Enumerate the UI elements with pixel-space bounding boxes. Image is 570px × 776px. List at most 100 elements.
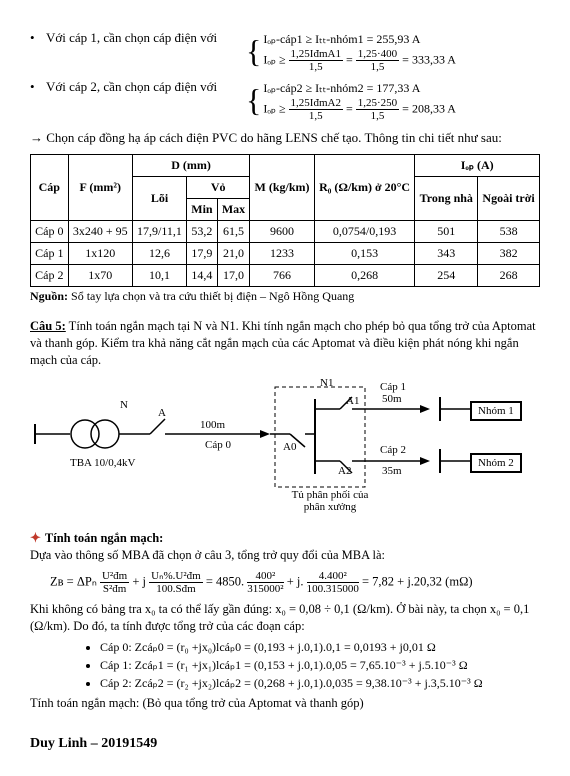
brace-icon: { bbox=[246, 88, 261, 114]
lbl-cap2len: 35m bbox=[382, 465, 402, 477]
table-cell: 12,6 bbox=[132, 243, 186, 265]
plusj2: + j. bbox=[287, 574, 304, 588]
table-cell: 9600 bbox=[250, 221, 314, 243]
b2-line1: Iₒₚ-cáp2 ≥ Iₜₜ-nhóm2 = 177,33 A bbox=[263, 79, 456, 97]
source-text: Sổ tay lựa chọn và tra cứu thiết bị điện… bbox=[68, 289, 354, 303]
f-num: 4.400² bbox=[307, 570, 359, 583]
th-f: F (mm²) bbox=[68, 155, 132, 221]
lbl-tba: TBA 10/0,4kV bbox=[70, 457, 135, 469]
table-cell: 254 bbox=[415, 265, 478, 287]
calc-tail: Tính toán ngắn mạch: (Bỏ qua tổng trở củ… bbox=[30, 695, 540, 712]
bullet-dot: • bbox=[30, 79, 46, 95]
table-cell: 0,153 bbox=[314, 243, 415, 265]
table-cell: 268 bbox=[478, 265, 540, 287]
table-cell: 17,9 bbox=[187, 243, 218, 265]
table-cell: 1x120 bbox=[68, 243, 132, 265]
b2-line2: Iₒₚ ≥ 1,25IđmA21,5 = 1,25·2501,5 = 208,3… bbox=[263, 97, 456, 122]
plusj: + j bbox=[132, 574, 146, 588]
f-num: U²đm bbox=[100, 570, 129, 583]
f-den: 315000² bbox=[247, 583, 283, 595]
frac-num: 1,25·250 bbox=[356, 97, 399, 110]
table-cell: 538 bbox=[478, 221, 540, 243]
frac-den: 1,5 bbox=[356, 110, 399, 122]
cable-table: Cáp F (mm²) D (mm) M (kg/km) R₀ (Ω/km) ở… bbox=[30, 154, 540, 287]
th-trong: Trong nhà bbox=[415, 177, 478, 221]
brace-icon: { bbox=[246, 39, 261, 65]
table-cell: 382 bbox=[478, 243, 540, 265]
calc-items: Cáp 0: Zсáₚ0 = (r₀ +jx₀)lсáₚ0 = (0,193 +… bbox=[60, 639, 540, 692]
q5-paragraph: Câu 5: Tính toán ngắn mạch tại N và N1. … bbox=[30, 318, 540, 369]
table-row: Cáp 03x240 + 9517,9/11,153,261,596000,07… bbox=[31, 221, 540, 243]
bullet-dot: • bbox=[30, 30, 46, 46]
f-den: 100.315000 bbox=[307, 583, 359, 595]
lbl-cap1len: 50m bbox=[382, 393, 402, 405]
calc-intro: Dựa vào thông số MBA đã chọn ở câu 3, tổ… bbox=[30, 547, 540, 564]
nhom1-box: Nhóm 1 bbox=[470, 401, 522, 421]
brace-block-2: { Iₒₚ-cáp2 ≥ Iₜₜ-nhóm2 = 177,33 A Iₒₚ ≥ … bbox=[246, 79, 456, 122]
th-min: Min bbox=[187, 199, 218, 221]
zb-left: Zʙ = ΔPₙ bbox=[50, 574, 97, 588]
circuit-diagram: N N1 A A0 A1 A2 TBA 10/0,4kV 100m Cáp 0 … bbox=[30, 379, 540, 519]
th-d: D (mm) bbox=[132, 155, 249, 177]
frac-den: 1,5 bbox=[289, 61, 343, 73]
table-cell: 17,0 bbox=[217, 265, 250, 287]
frac-num: 1,25·400 bbox=[356, 48, 399, 61]
b1-line1: Iₒₚ-cáp1 ≥ Iₜₜ-nhóm1 = 255,93 A bbox=[263, 30, 456, 48]
table-cell: 14,4 bbox=[187, 265, 218, 287]
f-num: 400² bbox=[247, 570, 283, 583]
table-cell: 0,0754/0,193 bbox=[314, 221, 415, 243]
eq4850: = 4850. bbox=[206, 574, 244, 588]
lbl-A1: A1 bbox=[346, 395, 359, 407]
icp-label: Iₒₚ ≥ bbox=[263, 52, 285, 66]
lbl-N1: N1 bbox=[320, 377, 333, 389]
plus-icon: ✦ bbox=[30, 530, 41, 545]
th-r0: R₀ (Ω/km) ở 20°C bbox=[314, 155, 415, 221]
nhom2-box: Nhóm 2 bbox=[470, 453, 522, 473]
zb-formula: Zʙ = ΔPₙ U²đmS²đm + j Uₙ%.U²đm100.Sđm = … bbox=[50, 570, 540, 595]
th-m: M (kg/km) bbox=[250, 155, 314, 221]
source-label: Nguồn: bbox=[30, 289, 68, 303]
bullet-2: • Với cáp 2, cần chọn cáp điện với { Iₒₚ… bbox=[30, 79, 540, 122]
th-ngoai: Ngoài trời bbox=[478, 177, 540, 221]
table-cell: 1233 bbox=[250, 243, 314, 265]
table-row: Cáp 11x12012,617,921,012330,153343382 bbox=[31, 243, 540, 265]
list-item: Cáp 2: Zсáₚ2 = (r₂ +jx₂)lсáₚ2 = (0,268 +… bbox=[100, 675, 540, 691]
lbl-N: N bbox=[120, 399, 128, 411]
lbl-cap2: Cáp 2 bbox=[380, 444, 406, 456]
table-cell: 3x240 + 95 bbox=[68, 221, 132, 243]
list-item: Cáp 0: Zсáₚ0 = (r₀ +jx₀)lсáₚ0 = (0,193 +… bbox=[100, 639, 540, 655]
q5-head: Câu 5: bbox=[30, 319, 66, 333]
table-cell: 343 bbox=[415, 243, 478, 265]
table-cell: Cáp 2 bbox=[31, 265, 69, 287]
b1-line2: Iₒₚ ≥ 1,25IđmA11,5 = 1,25·4001,5 = 333,3… bbox=[263, 48, 456, 73]
table-cell: 0,268 bbox=[314, 265, 415, 287]
table-row: Cáp 21x7010,114,417,07660,268254268 bbox=[31, 265, 540, 287]
th-vo: Vỏ bbox=[187, 177, 250, 199]
f-num: Uₙ%.U²đm bbox=[149, 570, 203, 583]
frac-num: 1,25IđmA2 bbox=[289, 97, 343, 110]
q5-text: Tính toán ngắn mạch tại N và N1. Khi tín… bbox=[30, 319, 536, 367]
table-cell: 53,2 bbox=[187, 221, 218, 243]
table-cell: 21,0 bbox=[217, 243, 250, 265]
table-cell: Cáp 0 bbox=[31, 221, 69, 243]
calc-section: ✦Tính toán ngắn mạch: Dựa vào thông số M… bbox=[30, 529, 540, 712]
box-caption: Tủ phân phối của phân xưởng bbox=[280, 489, 380, 513]
bullet-1: • Với cáp 1, cần chọn cáp điện với { Iₒₚ… bbox=[30, 30, 540, 73]
table-cell: 1x70 bbox=[68, 265, 132, 287]
eq: = bbox=[346, 102, 356, 116]
table-cell: 17,9/11,1 bbox=[132, 221, 186, 243]
result: = 208,33 A bbox=[402, 102, 456, 116]
th-loi: Lõi bbox=[132, 177, 186, 221]
table-cell: Cáp 1 bbox=[31, 243, 69, 265]
lbl-cap0: Cáp 0 bbox=[205, 439, 231, 451]
table-cell: 766 bbox=[250, 265, 314, 287]
table-cell: 501 bbox=[415, 221, 478, 243]
list-item: Cáp 1: Zсáₚ1 = (r₁ +jx₁)lсáₚ1 = (0,153 +… bbox=[100, 657, 540, 673]
table-source: Nguồn: Sổ tay lựa chọn và tra cứu thiết … bbox=[30, 289, 540, 304]
frac-den: 1,5 bbox=[356, 61, 399, 73]
page-footer: Duy Linh – 20191549 bbox=[30, 736, 540, 752]
th-cap: Cáp bbox=[31, 155, 69, 221]
th-icp: Iₒₚ (A) bbox=[415, 155, 540, 177]
frac-num: 1,25IđmA1 bbox=[289, 48, 343, 61]
table-cell: 10,1 bbox=[132, 265, 186, 287]
